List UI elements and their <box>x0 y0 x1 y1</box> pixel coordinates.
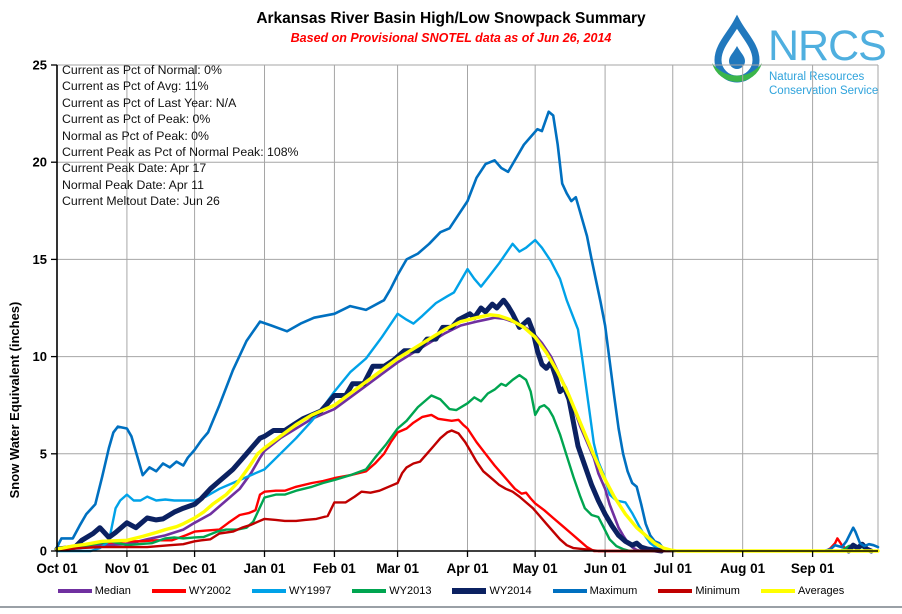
stat-line: Normal Peak Date: Apr 11 <box>62 177 204 192</box>
legend-swatch-maximum <box>552 589 587 593</box>
x-tick-label: May 01 <box>513 561 559 576</box>
legend-item-wy2014: WY2014 <box>452 585 532 597</box>
legend-item-maximum: Maximum <box>552 585 638 597</box>
series-line-averages <box>55 313 880 553</box>
legend-label: Median <box>94 585 131 597</box>
nrcs-org-line2: Conservation Service <box>769 85 878 97</box>
x-tick-label: Apr 01 <box>446 561 489 576</box>
series-line-median <box>55 316 880 553</box>
chart-legend: Median WY2002 WY1997 WY2013 WY2014 Maximum Min… <box>0 585 902 597</box>
legend-swatch-wy2002 <box>151 589 186 593</box>
legend-label: Maximum <box>589 585 638 597</box>
nrcs-acronym: NRCS <box>768 22 886 70</box>
stat-line: Current as Pct of Avg: 11% <box>62 79 209 94</box>
chart-gridlines <box>57 64 879 551</box>
nrcs-logo: NRCS Natural Resources Conservation Serv… <box>700 8 895 103</box>
legend-swatch-minimum <box>658 589 693 593</box>
stat-line: Current Meltout Date: Jun 26 <box>62 194 220 209</box>
series-line-wy2002 <box>55 413 880 553</box>
y-tick-label: 15 <box>33 252 47 267</box>
legend-swatch-median <box>57 589 92 593</box>
x-tick-label: Feb 01 <box>313 561 356 576</box>
legend-item-wy1997: WY1997 <box>252 585 331 597</box>
legend-item-averages: Averages <box>760 585 845 597</box>
legend-item-minimum: Minimum <box>658 585 740 597</box>
snowpack-chart: 0 5 10 15 20 25 Oct 01 Nov 01 Dec 01 Jan 01 Feb 01… <box>7 58 880 577</box>
legend-label: WY2002 <box>188 585 232 597</box>
x-tick-label: Mar 01 <box>376 561 419 576</box>
legend-label: WY2014 <box>489 585 532 597</box>
legend-item-wy2002: WY2002 <box>151 585 232 597</box>
bottom-divider <box>0 606 902 608</box>
series-line-wy2013 <box>55 373 880 553</box>
nrcs-org-line1: Natural Resources <box>769 71 864 83</box>
legend-item-wy2013: WY2013 <box>352 585 431 597</box>
stat-line: Current Peak Date: Apr 17 <box>62 161 207 176</box>
stats-block: Current as Pct of Normal: 0% Current as … <box>62 62 298 210</box>
stat-line: Current Peak as Pct of Normal Peak: 108% <box>62 145 299 160</box>
legend-label: WY1997 <box>289 585 332 597</box>
x-tick-label: Jul 01 <box>654 561 693 576</box>
legend-swatch-wy1997 <box>252 589 287 593</box>
x-tick-label: Sep 01 <box>791 561 835 576</box>
chart-tick-labels: 0 5 10 15 20 25 Oct 01 Nov 01 Dec 01 Jan 01 Feb 01… <box>33 58 835 577</box>
y-tick-label: 0 <box>40 544 47 559</box>
x-tick-label: Jan 01 <box>243 561 286 576</box>
chart-subtitle: Based on Provisional SNOTEL data as of J… <box>290 31 612 45</box>
stat-line: Current as Pct of Peak: 0% <box>62 112 211 127</box>
x-tick-label: Nov 01 <box>105 561 150 576</box>
y-tick-label: 25 <box>33 58 47 73</box>
green-swoosh-icon <box>712 63 762 82</box>
page-title: Arkansas River Basin High/Low Snowpack S… <box>256 10 646 27</box>
x-tick-label: Dec 01 <box>173 561 217 576</box>
legend-swatch-wy2013 <box>352 589 387 593</box>
series-line-minimum <box>55 429 880 553</box>
stat-line: Current as Pct of Last Year: N/A <box>62 95 237 110</box>
legend-label: WY2013 <box>389 585 432 597</box>
legend-label: Averages <box>797 585 845 597</box>
x-tick-label: Jun 01 <box>584 561 627 576</box>
series-line-maximum <box>55 110 880 553</box>
chart-axes <box>51 64 878 557</box>
y-tick-label: 20 <box>33 155 47 170</box>
legend-item-median: Median <box>57 585 131 597</box>
x-tick-label: Oct 01 <box>36 561 78 576</box>
stat-line: Normal as Pct of Peak: 0% <box>62 128 209 143</box>
legend-swatch-wy2014 <box>452 588 487 594</box>
legend-swatch-averages <box>760 588 795 594</box>
y-axis-title: Snow Water Equivalent (inches) <box>7 302 22 499</box>
series-line-wy2014 <box>54 297 664 554</box>
stat-line: Current as Pct of Normal: 0% <box>62 63 222 77</box>
legend-label: Minimum <box>695 585 740 597</box>
y-tick-label: 10 <box>33 349 47 364</box>
y-tick-label: 5 <box>40 446 47 461</box>
x-tick-label: Aug 01 <box>720 561 766 576</box>
chart-series-lines <box>54 110 880 554</box>
